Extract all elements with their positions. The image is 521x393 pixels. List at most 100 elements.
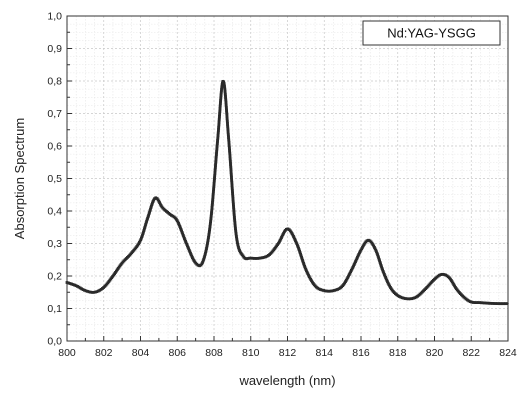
series-point <box>224 104 228 108</box>
series-point <box>137 241 141 244</box>
series-point <box>214 164 217 168</box>
series-point <box>215 151 218 155</box>
series-point <box>205 245 209 249</box>
series-point <box>475 301 478 304</box>
series-point <box>228 150 232 154</box>
series-point <box>220 87 223 91</box>
series-point <box>90 290 94 294</box>
series-point <box>492 302 496 305</box>
series-point <box>494 302 498 305</box>
series-point <box>230 177 233 181</box>
series-point <box>207 232 211 236</box>
y-tick-labels: 0,0 0,1 0,2 0,3 0,4 0,5 0,6 0,7 0,8 0,9 1,0 <box>47 11 62 348</box>
series-point <box>259 256 263 260</box>
series-point <box>219 97 223 101</box>
series-point <box>216 137 220 141</box>
series-point <box>328 289 332 293</box>
series-point <box>213 175 216 179</box>
series-point <box>223 93 227 96</box>
series-point <box>236 241 239 245</box>
series-point <box>505 302 509 306</box>
series-point <box>487 301 491 305</box>
series-point <box>230 179 234 183</box>
series-point <box>145 219 149 223</box>
series-point <box>204 250 208 254</box>
series-point <box>183 238 187 242</box>
series-point <box>180 229 183 233</box>
series-point <box>215 150 219 153</box>
series-point <box>378 260 382 264</box>
x-tick-label: 820 <box>426 347 444 359</box>
series-point <box>326 289 330 293</box>
series-point <box>215 145 219 149</box>
series-point <box>211 191 215 195</box>
series-point <box>225 117 229 120</box>
series-point <box>206 242 209 246</box>
series-point <box>214 162 218 166</box>
series-point <box>317 287 321 291</box>
series-point <box>212 186 216 190</box>
series-point <box>210 210 213 214</box>
series-point <box>235 238 239 242</box>
series-point <box>225 115 229 119</box>
series-point <box>292 235 295 238</box>
series-point <box>503 302 507 306</box>
plot-frame <box>66 15 509 342</box>
series-point <box>367 238 370 242</box>
x-tick-label: 824 <box>499 347 517 359</box>
series-point <box>344 278 348 282</box>
series-point <box>233 216 236 219</box>
series-point <box>375 251 379 255</box>
series-point <box>347 273 351 277</box>
series-point <box>207 236 210 239</box>
series-point <box>232 203 235 207</box>
series-point <box>229 163 232 167</box>
series-point <box>216 132 220 136</box>
series-point <box>222 83 226 87</box>
series-point <box>293 237 297 241</box>
series-point <box>216 135 220 139</box>
series-point <box>226 128 230 132</box>
series-point <box>376 253 379 257</box>
series-point <box>217 121 221 125</box>
series-point <box>212 183 216 187</box>
series-point <box>184 240 187 243</box>
y-tick-label: 0,2 <box>47 271 62 283</box>
series-point <box>226 123 229 127</box>
series-point <box>209 213 213 217</box>
series-point <box>211 194 215 198</box>
series-point <box>233 222 237 226</box>
series-point <box>223 89 227 93</box>
series-point <box>138 239 142 243</box>
series-point <box>203 253 207 257</box>
series-point <box>87 290 91 294</box>
series-point <box>382 273 386 276</box>
series-point <box>294 240 298 244</box>
series-point <box>218 103 222 107</box>
series-point <box>306 272 310 276</box>
series-point <box>354 258 358 262</box>
series-point <box>84 289 88 293</box>
series-point <box>208 226 212 230</box>
series-point <box>224 99 228 103</box>
series-point <box>224 101 228 104</box>
series-point <box>356 254 360 258</box>
series-point <box>237 247 241 251</box>
series-point <box>201 260 204 264</box>
series-point <box>145 218 149 222</box>
series-point <box>284 227 288 231</box>
series-point <box>280 236 283 239</box>
series-point <box>225 118 229 122</box>
series-point <box>231 190 234 194</box>
series-point <box>214 154 218 158</box>
series-point <box>234 228 238 232</box>
series-point <box>211 196 215 200</box>
series-point <box>217 118 221 121</box>
series-point <box>142 229 146 232</box>
series-point <box>497 302 501 306</box>
series-point <box>213 174 217 177</box>
series-point <box>305 269 308 273</box>
series-point <box>303 266 307 270</box>
series-point <box>148 209 152 213</box>
series-point <box>182 237 186 240</box>
